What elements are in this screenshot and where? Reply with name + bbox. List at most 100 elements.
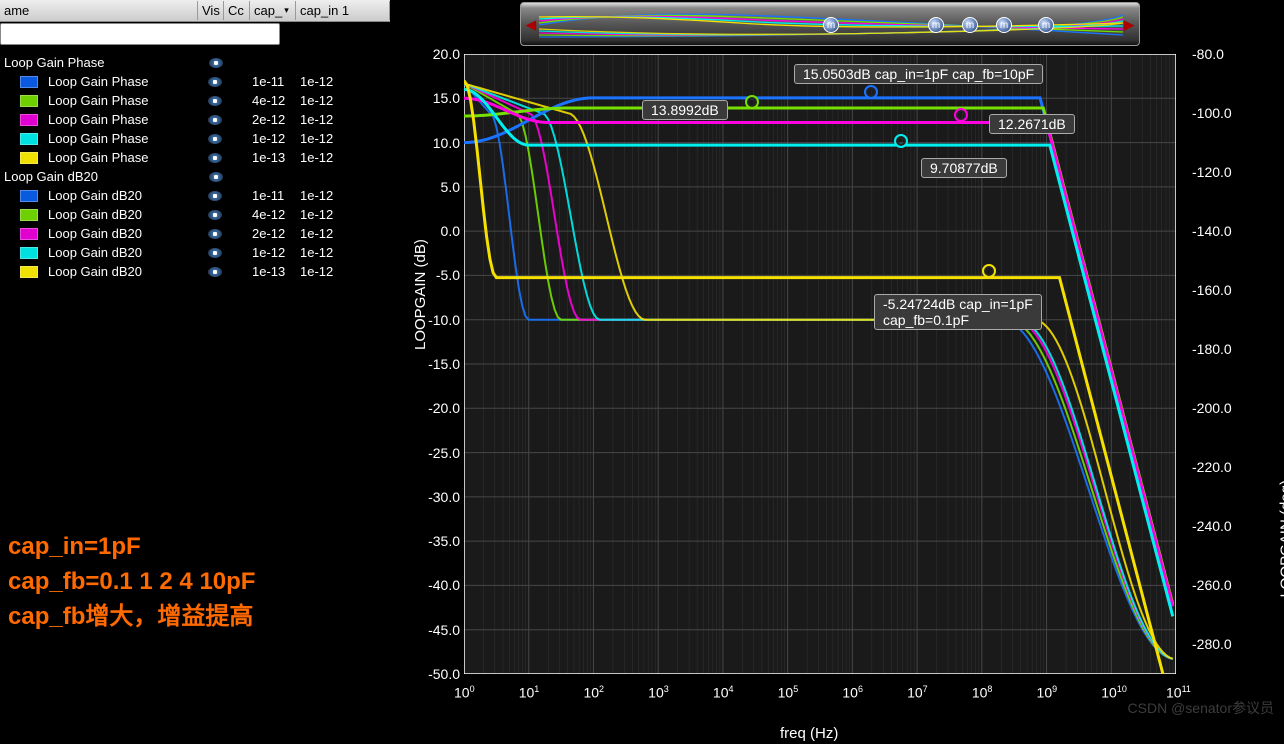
sidebar-header: ame Vis Cc cap_▾ cap_in 1 <box>0 0 390 22</box>
xtick: 101 <box>519 684 540 701</box>
cap-in-value: 1e-12 <box>300 112 342 127</box>
watermark: CSDN @senator参议员 <box>1128 698 1274 718</box>
signal-group[interactable]: Loop Gain dB20 <box>0 167 390 186</box>
chart-area[interactable] <box>464 54 1176 674</box>
marker-label[interactable]: 13.8992dB <box>642 100 728 120</box>
signal-item[interactable]: Loop Gain Phase 1e-111e-12 <box>0 72 390 91</box>
color-swatch <box>20 266 38 278</box>
marker-label[interactable]: 15.0503dB cap_in=1pF cap_fb=10pF <box>794 64 1043 84</box>
marker-dot[interactable] <box>894 134 908 148</box>
ytick-left: -25.0 <box>404 445 460 461</box>
signal-item[interactable]: Loop Gain dB20 2e-121e-12 <box>0 224 390 243</box>
signal-label: Loop Gain dB20 <box>48 188 198 203</box>
visibility-eye-icon[interactable] <box>208 77 222 87</box>
signal-item[interactable]: Loop Gain Phase 1e-121e-12 <box>0 129 390 148</box>
marker-label[interactable]: 12.2671dB <box>989 114 1075 134</box>
marker-badge-icon[interactable]: m <box>996 17 1012 33</box>
ytick-right: -160.0 <box>1192 282 1232 298</box>
visibility-eye-icon[interactable] <box>208 115 222 125</box>
signal-item[interactable]: Loop Gain Phase 2e-121e-12 <box>0 110 390 129</box>
ytick-left: -45.0 <box>404 622 460 638</box>
marker-badge-icon[interactable]: m <box>962 17 978 33</box>
cap-fb-value: 1e-13 <box>252 264 294 279</box>
navigator-strip[interactable]: ◀ ▶ m m m m m <box>520 2 1140 46</box>
visibility-eye-icon[interactable] <box>208 191 222 201</box>
color-swatch <box>20 133 38 145</box>
ytick-left: 20.0 <box>404 46 460 62</box>
visibility-eye-icon[interactable] <box>208 153 222 163</box>
color-swatch <box>20 95 38 107</box>
signal-label: Loop Gain dB20 <box>48 245 198 260</box>
ytick-left: -50.0 <box>404 666 460 682</box>
cap-in-value: 1e-12 <box>300 207 342 222</box>
marker-badge-icon[interactable]: m <box>928 17 944 33</box>
signal-item[interactable]: Loop Gain dB20 1e-111e-12 <box>0 186 390 205</box>
marker-dot[interactable] <box>954 108 968 122</box>
search-input[interactable] <box>0 23 280 45</box>
ytick-right: -180.0 <box>1192 341 1232 357</box>
color-swatch <box>20 209 38 221</box>
ytick-left: 10.0 <box>404 135 460 151</box>
signal-item[interactable]: Loop Gain Phase 4e-12 1e-12 <box>0 91 390 110</box>
col-name[interactable]: ame <box>0 1 198 20</box>
marker-dot[interactable] <box>864 85 878 99</box>
signal-label: Loop Gain dB20 <box>48 226 198 241</box>
signal-item[interactable]: Loop Gain Phase 1e-131e-12 <box>0 148 390 167</box>
marker-badge-icon[interactable]: m <box>823 17 839 33</box>
signal-item[interactable]: Loop Gain dB20 1e-121e-12 <box>0 243 390 262</box>
color-swatch <box>20 228 38 240</box>
visibility-eye-icon[interactable] <box>208 248 222 258</box>
cap-fb-value: 4e-12 <box>252 93 294 108</box>
marker-dot[interactable] <box>982 264 996 278</box>
plot-panel: ◀ ▶ mmmmm LOOPGAIN (dB) LOOPGAIN (deg) f… <box>400 0 1284 744</box>
cap-in-value: 1e-12 <box>300 264 342 279</box>
marker-label[interactable]: -5.24724dB cap_in=1pFcap_fb=0.1pF <box>874 294 1042 330</box>
signal-label: Loop Gain Phase <box>48 93 198 108</box>
visibility-eye-icon[interactable] <box>208 267 222 277</box>
xtick: 102 <box>583 684 604 701</box>
col-cap2[interactable]: cap_in 1 <box>296 1 390 20</box>
ytick-left: -20.0 <box>404 400 460 416</box>
cap-in-value: 1e-12 <box>300 188 342 203</box>
y-axis-right-label: LOOPGAIN (deg) <box>1278 480 1284 598</box>
visibility-eye-icon[interactable] <box>208 229 222 239</box>
ytick-left: -40.0 <box>404 577 460 593</box>
color-swatch <box>20 76 38 88</box>
signal-group[interactable]: Loop Gain Phase <box>0 53 390 72</box>
xtick: 103 <box>648 684 669 701</box>
marker-label[interactable]: 9.70877dB <box>921 158 1007 178</box>
ytick-left: -30.0 <box>404 489 460 505</box>
nav-left-arrow-icon[interactable]: ◀ <box>523 5 539 45</box>
ytick-right: -240.0 <box>1192 518 1232 534</box>
xtick: 105 <box>778 684 799 701</box>
signal-item[interactable]: Loop Gain dB20 1e-131e-12 <box>0 262 390 281</box>
cap-in-value: 1e-12 <box>300 226 342 241</box>
ytick-left: 5.0 <box>404 179 460 195</box>
signal-tree-sidebar: ame Vis Cc cap_▾ cap_in 1 Loop Gain Phas… <box>0 0 390 744</box>
nav-right-arrow-icon[interactable]: ▶ <box>1121 5 1137 45</box>
marker-badge-icon[interactable]: m <box>1038 17 1054 33</box>
visibility-eye-icon[interactable] <box>209 58 223 68</box>
cap-in-value: 1e-12 <box>300 150 342 165</box>
signal-item[interactable]: Loop Gain dB20 4e-121e-12 <box>0 205 390 224</box>
signal-label: Loop Gain dB20 <box>48 207 198 222</box>
ytick-right: -140.0 <box>1192 223 1232 239</box>
visibility-eye-icon[interactable] <box>208 134 222 144</box>
cap-in-value: 1e-12 <box>300 74 342 89</box>
y-axis-left-label: LOOPGAIN (dB) <box>412 239 429 350</box>
visibility-eye-icon[interactable] <box>208 210 222 220</box>
ytick-right: -280.0 <box>1192 636 1232 652</box>
marker-dot[interactable] <box>745 95 759 109</box>
col-vis[interactable]: Vis <box>198 1 224 20</box>
col-cap1[interactable]: cap_▾ <box>250 1 296 20</box>
visibility-eye-icon[interactable] <box>208 96 222 106</box>
visibility-eye-icon[interactable] <box>209 172 223 182</box>
ytick-left: -15.0 <box>404 356 460 372</box>
col-cc[interactable]: Cc <box>224 1 250 20</box>
annotation-text: cap_in=1pF cap_fb=0.1 1 2 4 10pF cap_fb增… <box>8 530 255 634</box>
xtick: 100 <box>454 684 475 701</box>
signal-label: Loop Gain Phase <box>48 150 198 165</box>
ytick-right: -200.0 <box>1192 400 1232 416</box>
cap-in-value: 1e-12 <box>300 93 342 108</box>
cap-fb-value: 1e-12 <box>252 131 294 146</box>
